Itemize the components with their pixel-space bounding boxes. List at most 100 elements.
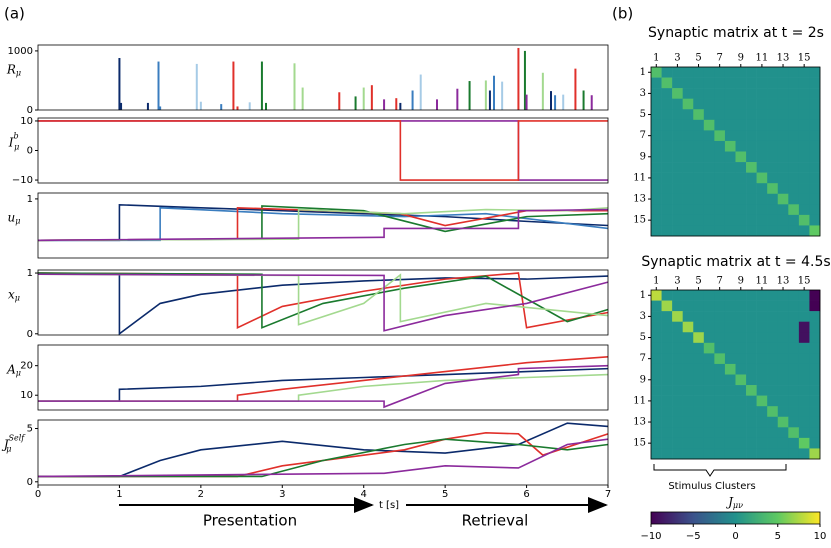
heatmap-cell [746, 311, 757, 322]
heatmap-cell [724, 225, 736, 237]
heatmap-cell [682, 300, 694, 312]
heatmap-cell [756, 109, 768, 121]
heatmap-cell [746, 140, 757, 152]
heatmap-cell [672, 162, 683, 173]
y-tick-label: 1 [27, 194, 33, 205]
x-tick-label: 9 [738, 53, 744, 64]
heatmap-cell [703, 342, 715, 354]
heatmap-cell [651, 77, 662, 89]
heatmap-cell [809, 193, 821, 205]
heatmap-cell [777, 214, 789, 226]
colorbar [650, 511, 821, 525]
heatmap-cell [788, 311, 800, 322]
heatmap-title: Synaptic matrix at t = 2s [648, 25, 824, 41]
heatmap-cell [714, 98, 726, 110]
heatmap-cell [693, 109, 705, 121]
heatmap-cell [724, 109, 736, 121]
heatmap-cell [746, 300, 757, 312]
heatmap-cell [767, 172, 779, 184]
heatmap-cell [756, 448, 768, 460]
heatmap-cell [809, 98, 821, 110]
heatmap-cell [714, 332, 726, 344]
heatmap-cell [777, 162, 789, 173]
heatmap-cell [746, 77, 757, 89]
heatmap-cell [693, 342, 705, 354]
heatmap-cell [735, 204, 747, 216]
x-tick-label: 7 [716, 276, 722, 287]
heatmap-cell [756, 214, 768, 226]
heatmap-cell [651, 448, 662, 460]
heatmap-cell [661, 321, 673, 333]
heatmap-cell [714, 342, 726, 354]
heatmap-cell [714, 77, 726, 89]
heatmap-cell [735, 162, 747, 173]
heatmap-cell [777, 448, 789, 460]
heatmap-cell [756, 151, 768, 163]
heatmap-cell [682, 162, 694, 173]
heatmap-cell [682, 214, 694, 226]
line [37, 272, 609, 329]
heatmap-cell [756, 385, 768, 396]
heatmap-cell [693, 130, 705, 142]
heatmap-cell [703, 77, 715, 89]
heatmap-cell [672, 193, 683, 205]
subscript: μ [16, 369, 21, 378]
symbol: I [8, 135, 14, 149]
heatmap-cell [767, 214, 779, 226]
line [38, 364, 609, 409]
heatmap-cell [735, 290, 747, 301]
heatmap-cell [661, 290, 673, 301]
heatmap-cell [788, 214, 800, 226]
heatmap-cell [735, 88, 747, 99]
y-tick-label: 9 [640, 151, 646, 162]
heatmap-cell [798, 374, 810, 386]
line [38, 120, 608, 181]
x-tick-label: 13 [777, 276, 790, 287]
x-tick-label: 11 [756, 276, 769, 287]
axis-label: JSelf μ [1, 434, 27, 454]
heatmap-cell [682, 67, 694, 78]
heatmap-cell [756, 67, 768, 78]
axis-label: Jμν [725, 495, 743, 511]
heatmap-cell [651, 88, 662, 99]
heatmap-cell [714, 140, 726, 152]
heatmap-cell [703, 290, 715, 301]
heatmap-cell [703, 321, 715, 333]
heatmap-cell [703, 119, 715, 131]
heatmap-cell [682, 332, 694, 344]
heatmap-cell [788, 321, 800, 333]
heatmap-cell [809, 342, 821, 354]
heatmap-cell [661, 204, 673, 216]
heatmap-cell [767, 311, 779, 322]
heatmap-cell [746, 342, 757, 354]
heatmap-cell [735, 385, 747, 396]
heatmap-cell [798, 119, 810, 131]
heatmap-cell [682, 290, 694, 301]
heatmap-cell [714, 172, 726, 184]
heatmap-cell [693, 385, 705, 396]
heatmap-cell [714, 416, 726, 428]
heatmap-cell [756, 311, 768, 322]
heatmap-cell [798, 109, 810, 121]
heatmap-cell [661, 67, 673, 78]
heatmap-cell [777, 385, 789, 396]
heatmap-cell [724, 88, 736, 99]
colorbar-tick-label: 5 [775, 531, 781, 542]
heatmap-cell [672, 416, 683, 428]
heatmap-cell [809, 119, 821, 131]
heatmap-cell [756, 332, 768, 344]
heatmap-cell [809, 204, 821, 216]
heatmap-cell [724, 172, 736, 184]
heatmap-cell [746, 88, 757, 99]
line [37, 272, 609, 329]
heatmap-cell [661, 151, 673, 163]
heatmap-cell [809, 448, 821, 460]
symbol: J [725, 495, 734, 509]
heatmap-cell [788, 204, 800, 216]
heatmap-cell [661, 193, 673, 205]
heatmap-cell [735, 448, 747, 460]
heatmap-cell [661, 162, 673, 173]
heatmap-cell [693, 353, 705, 365]
line [37, 438, 609, 478]
